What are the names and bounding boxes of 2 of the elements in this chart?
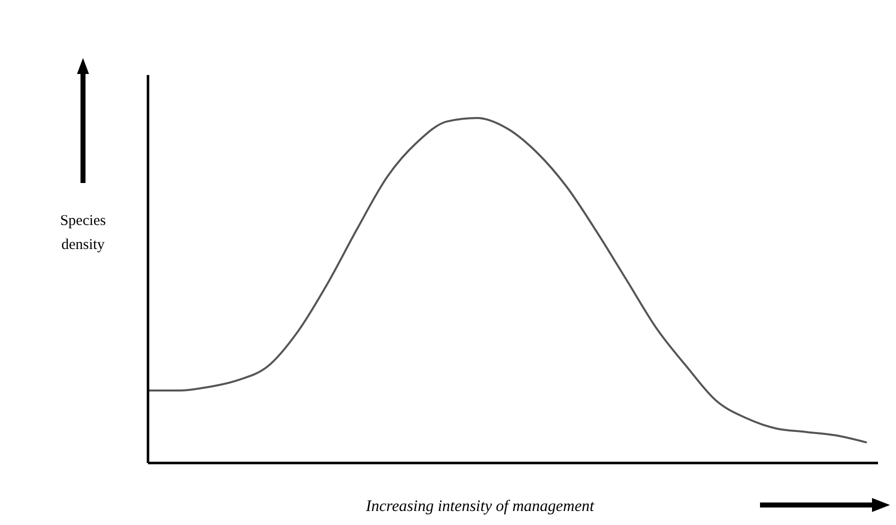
y-axis-title: Species density [60, 213, 106, 253]
x-axis-title: Increasing intensity of management [364, 498, 595, 515]
